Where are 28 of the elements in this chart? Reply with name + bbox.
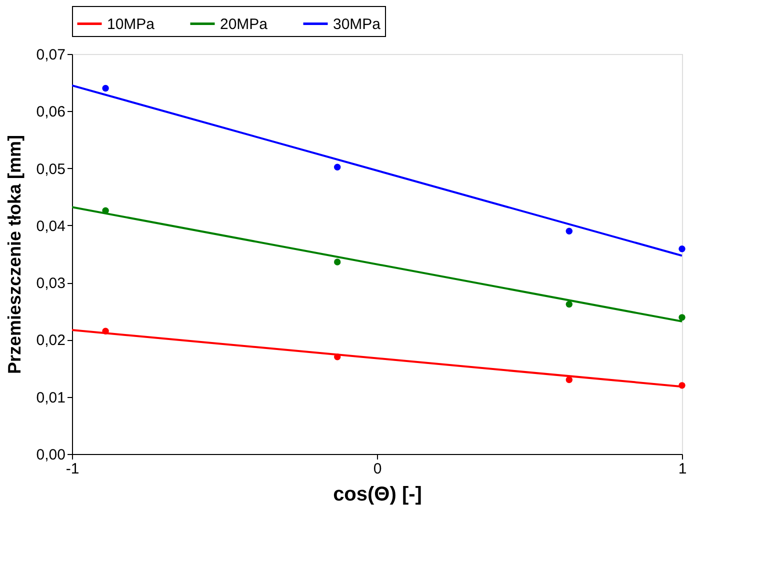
y-tick-label: 0,05 — [36, 160, 66, 178]
legend-label: 30MPa — [333, 16, 382, 33]
y-tick-label: 0,06 — [36, 104, 66, 121]
x-tick-label: 1 — [678, 460, 687, 478]
point — [566, 376, 573, 384]
y-tick-label: 0,00 — [36, 446, 66, 464]
y-tick-label: 0,03 — [36, 275, 66, 292]
y-tick-label: 0,01 — [36, 389, 66, 406]
legend-label: 10MPa — [107, 16, 156, 33]
point — [334, 258, 341, 266]
point — [566, 300, 573, 308]
y-tick-label: 0,04 — [36, 218, 66, 235]
x-tick-label: -1 — [66, 460, 80, 478]
point — [678, 246, 686, 252]
point — [334, 164, 341, 170]
x-axis-title: cos(Θ) [-] — [333, 484, 422, 506]
point — [566, 228, 573, 234]
legend-label: 20MPa — [220, 16, 268, 33]
point — [102, 207, 109, 214]
y-axis-title: Przemieszczenie tłoka [mm] — [4, 134, 24, 374]
x-tick-label: 0 — [373, 460, 382, 478]
y-tick-label: 0,02 — [36, 332, 66, 350]
point — [102, 84, 109, 92]
point — [334, 354, 341, 360]
point — [678, 314, 686, 321]
point — [678, 382, 686, 389]
y-tick-label: 0,07 — [36, 46, 66, 64]
point — [102, 328, 109, 334]
